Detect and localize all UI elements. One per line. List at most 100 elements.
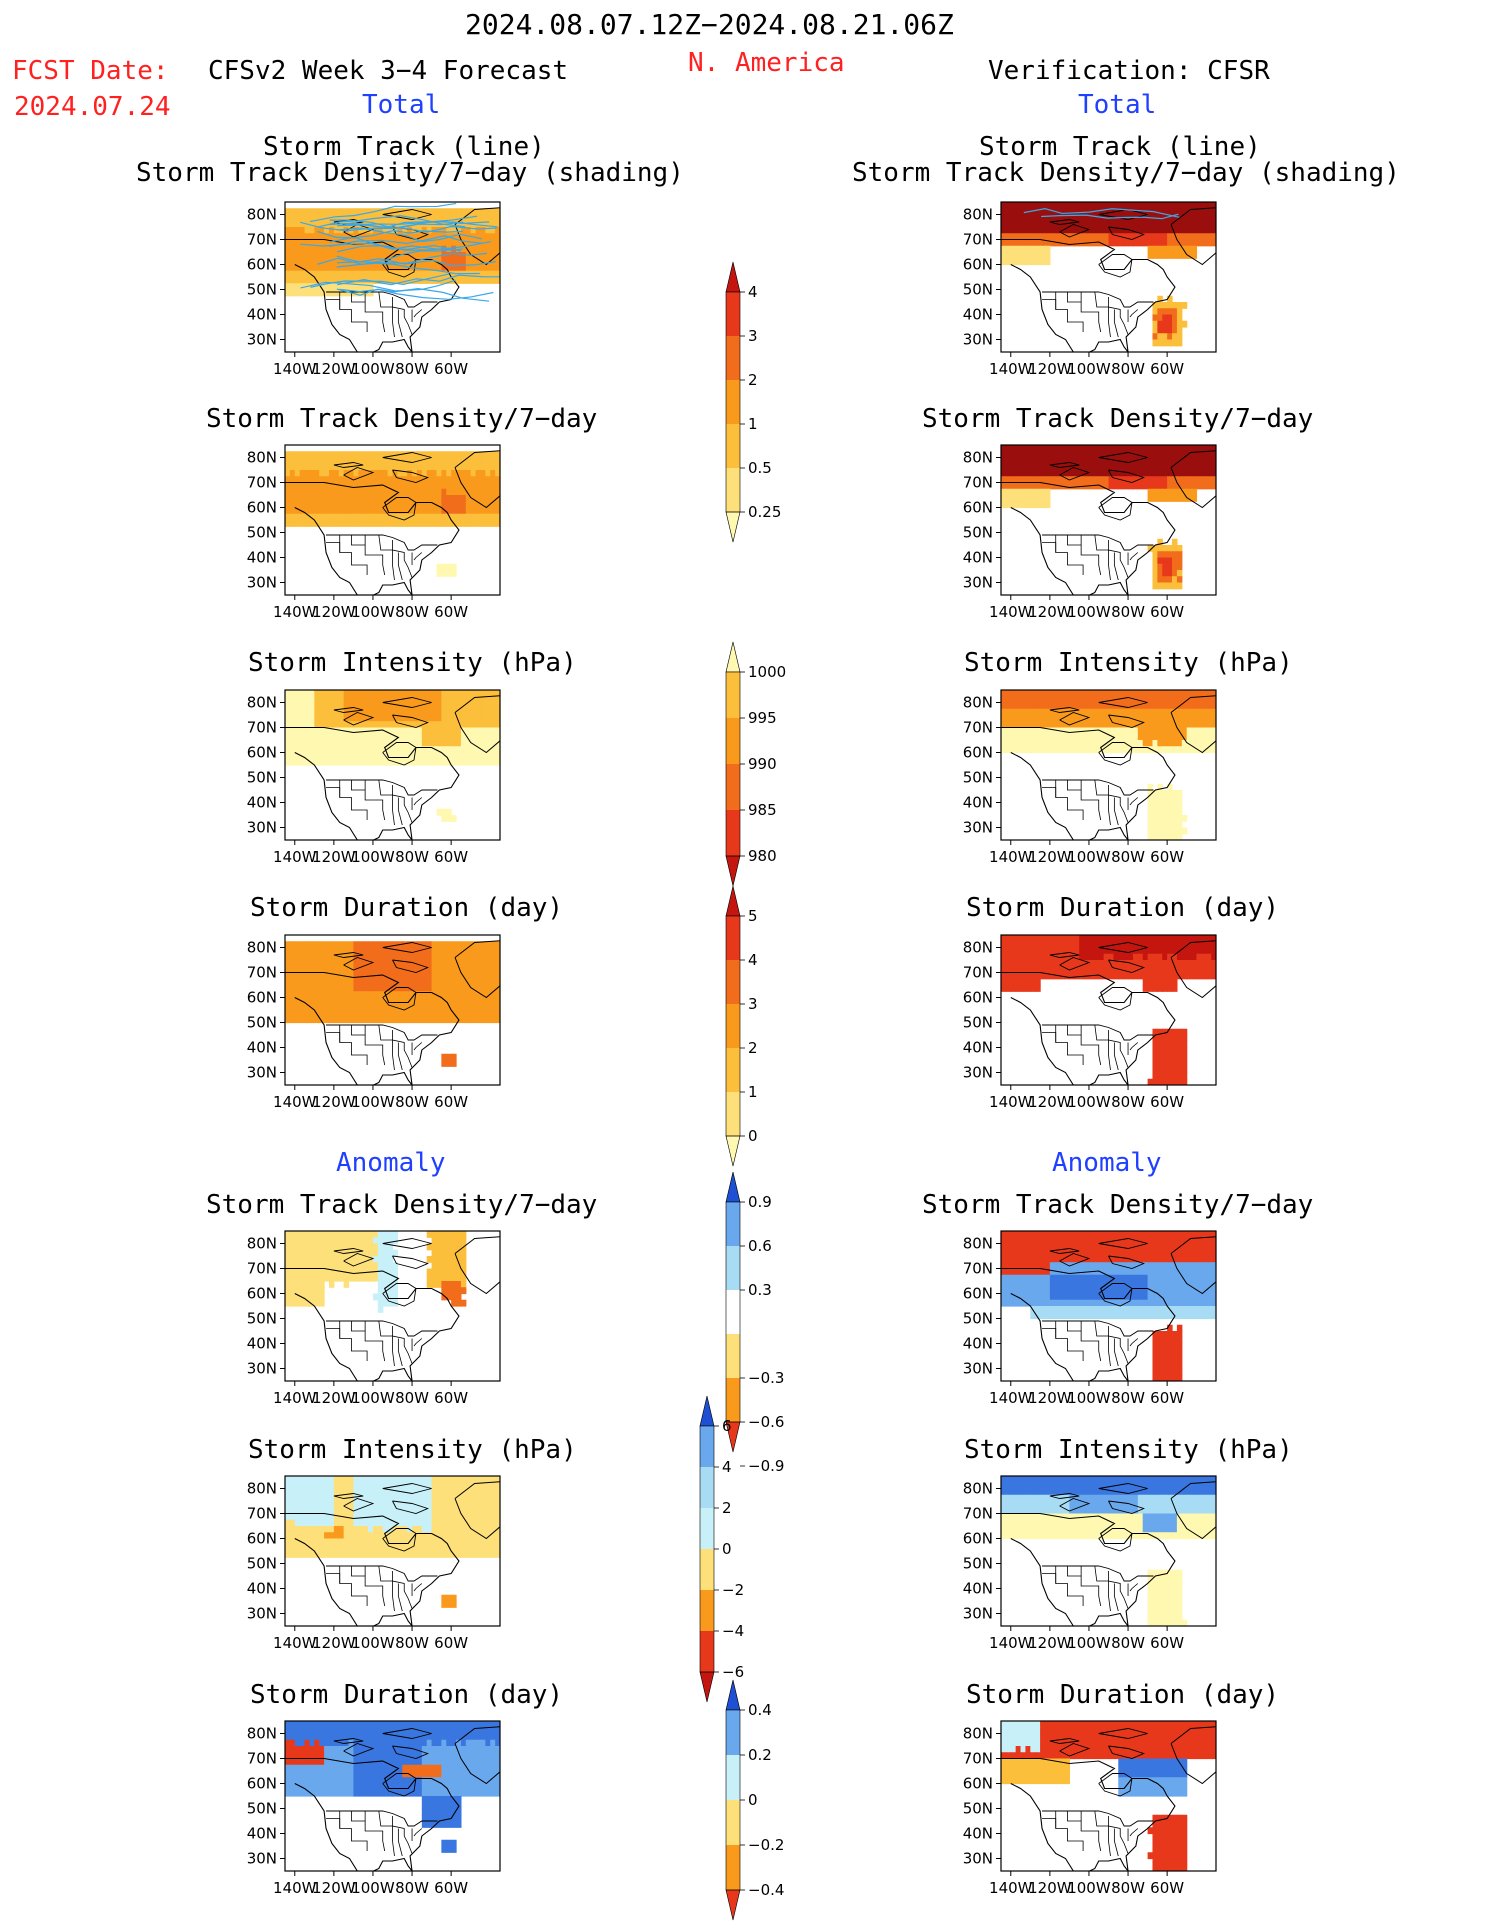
lat-tick-label: 70N	[963, 1505, 993, 1523]
panel-title-track-density-shading-left: Storm Track Density/7−day (shading)	[136, 158, 684, 188]
colorbar-tick-label: 0	[722, 1540, 732, 1558]
colorbar-tick-label: 3	[748, 327, 758, 345]
colorbar-tick-label: −0.6	[748, 1413, 784, 1431]
lon-tick-label: 60W	[1150, 1389, 1184, 1407]
model-title: CFSv2 Week 3−4 Forecast	[208, 56, 569, 86]
lon-tick-label: 80W	[1111, 848, 1145, 866]
colorbar-tick-label: 1	[748, 1083, 758, 1101]
colorbar-tick-label: 4	[722, 1458, 732, 1476]
lon-tick-label: 120W	[1028, 1389, 1072, 1407]
lat-tick-label: 60N	[963, 1775, 993, 1793]
panel-title-duration-right: Storm Duration (day)	[966, 893, 1280, 923]
lon-tick-label: 60W	[434, 1093, 468, 1111]
lon-tick-label: 60W	[434, 1389, 468, 1407]
lat-tick-label: 50N	[247, 1555, 277, 1573]
lon-tick-label: 60W	[1150, 1634, 1184, 1652]
colorbar-tick-label: 995	[748, 709, 777, 727]
left-anomaly-label: Anomaly	[336, 1148, 446, 1178]
lat-tick-label: 50N	[247, 524, 277, 542]
lat-tick-label: 80N	[247, 1480, 277, 1498]
colorbar-tick-label: 1000	[748, 663, 786, 681]
lat-tick-label: 80N	[247, 1235, 277, 1253]
colorbar-tick-label: 985	[748, 801, 777, 819]
lat-tick-label: 80N	[963, 1725, 993, 1743]
lat-tick-label: 40N	[963, 549, 993, 567]
colorbar-intensity-total: 1000 995 990 985 980	[725, 641, 786, 887]
lat-tick-label: 70N	[963, 1750, 993, 1768]
lat-tick-label: 40N	[963, 1825, 993, 1843]
lon-tick-label: 140W	[273, 1879, 317, 1897]
lat-tick-label: 80N	[963, 449, 993, 467]
lon-tick-label: 80W	[395, 1879, 429, 1897]
lat-tick-label: 30N	[963, 1850, 993, 1868]
lon-tick-label: 120W	[1028, 1093, 1072, 1111]
colorbar-duration-anomaly: 0.4 0.2 0 −0.2 −0.4	[725, 1679, 784, 1921]
colorbar-density-total: 0.25 0.5 1 2 3 4	[725, 261, 781, 543]
colorbar-tick-label: −6	[722, 1663, 744, 1681]
lon-tick-label: 80W	[395, 603, 429, 621]
colorbar-tick-label: 5	[748, 907, 758, 925]
lat-tick-label: 60N	[247, 256, 277, 274]
lon-tick-label: 140W	[273, 1093, 317, 1111]
lat-tick-label: 50N	[963, 1014, 993, 1032]
lat-tick-label: 40N	[963, 1039, 993, 1057]
lon-tick-label: 60W	[1150, 1093, 1184, 1111]
colorbar-tick-label: 2	[748, 371, 758, 389]
lat-tick-label: 30N	[247, 331, 277, 349]
colorbar-tick-label: 0	[748, 1127, 758, 1145]
lon-tick-label: 80W	[1111, 1093, 1145, 1111]
lon-tick-label: 100W	[351, 360, 395, 378]
colorbar-tick-label: 1	[748, 415, 758, 433]
lon-tick-label: 140W	[989, 1634, 1033, 1652]
lon-tick-label: 120W	[312, 360, 356, 378]
panel-title-density-right: Storm Track Density/7−day	[922, 404, 1314, 434]
lat-tick-label: 30N	[247, 1360, 277, 1378]
colorbar-tick-label: 980	[748, 847, 777, 865]
lat-tick-label: 80N	[963, 1235, 993, 1253]
lat-tick-label: 50N	[963, 1800, 993, 1818]
lat-tick-label: 60N	[963, 1285, 993, 1303]
lat-tick-label: 50N	[963, 281, 993, 299]
lon-tick-label: 80W	[1111, 603, 1145, 621]
lon-tick-label: 80W	[1111, 1879, 1145, 1897]
lat-tick-label: 70N	[963, 964, 993, 982]
lat-tick-label: 30N	[247, 1605, 277, 1623]
lon-tick-label: 120W	[312, 603, 356, 621]
lon-tick-label: 100W	[1067, 1879, 1111, 1897]
lon-tick-label: 80W	[395, 360, 429, 378]
lon-tick-label: 100W	[351, 603, 395, 621]
colorbar-tick-label: −2	[722, 1581, 744, 1599]
panel-title-track-density-shading-right: Storm Track Density/7−day (shading)	[852, 158, 1400, 188]
lon-tick-label: 140W	[273, 848, 317, 866]
lat-tick-label: 30N	[963, 574, 993, 592]
lon-tick-label: 100W	[1067, 1093, 1111, 1111]
lat-tick-label: 70N	[963, 1260, 993, 1278]
lat-tick-label: 70N	[247, 1260, 277, 1278]
lon-tick-label: 80W	[395, 848, 429, 866]
lat-tick-label: 40N	[963, 794, 993, 812]
storm-track-lines	[300, 202, 500, 302]
lat-tick-label: 80N	[247, 449, 277, 467]
lat-tick-label: 30N	[247, 819, 277, 837]
date-range-title: 2024.08.07.12Z−2024.08.21.06Z	[465, 8, 954, 41]
colorbar-tick-label: 4	[748, 283, 758, 301]
lat-tick-label: 30N	[963, 819, 993, 837]
lon-tick-label: 140W	[989, 603, 1033, 621]
lon-tick-label: 140W	[273, 360, 317, 378]
lon-tick-label: 100W	[351, 1389, 395, 1407]
lat-tick-label: 60N	[247, 499, 277, 517]
colorbar-tick-label: 2	[722, 1499, 732, 1517]
lat-tick-label: 40N	[247, 1039, 277, 1057]
lat-tick-label: 80N	[963, 206, 993, 224]
colorbar-density-anomaly: 0.9 0.6 0.3 −0.3 −0.6 −0.9	[725, 1171, 784, 1475]
lon-tick-label: 140W	[989, 1879, 1033, 1897]
lat-tick-label: 40N	[247, 1825, 277, 1843]
colorbar-tick-label: 990	[748, 755, 777, 773]
colorbar-tick-label: 3	[748, 995, 758, 1013]
lon-tick-label: 60W	[1150, 1879, 1184, 1897]
